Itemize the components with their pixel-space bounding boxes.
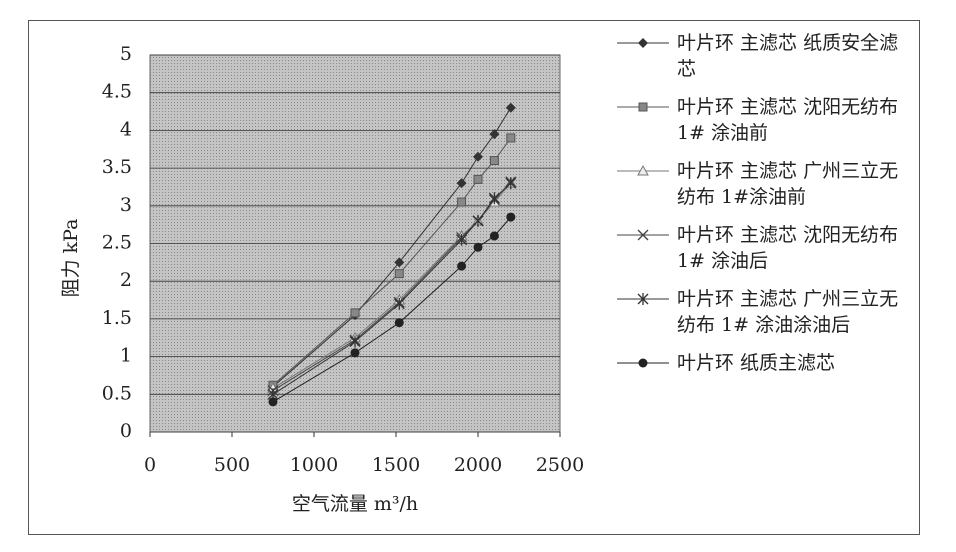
- marker-shape: [637, 229, 649, 241]
- marker: [506, 133, 516, 143]
- marker-shape: [473, 242, 483, 252]
- y-tick-label: 3: [120, 194, 132, 216]
- marker: [456, 178, 467, 189]
- x-tick-label: 2500: [536, 454, 584, 476]
- marker: [506, 212, 516, 222]
- y-tick-label: 3.5: [102, 156, 132, 178]
- marker: [472, 214, 484, 227]
- marker-shape: [350, 308, 360, 318]
- marker: [393, 297, 405, 310]
- marker: [457, 261, 467, 271]
- marker: [638, 38, 648, 48]
- x-axis-label: 空气流量 m³/h: [292, 493, 418, 515]
- marker: [350, 348, 360, 358]
- frame: [28, 20, 920, 535]
- marker-shape: [394, 318, 404, 328]
- legend-entry: 叶片环 主滤芯 广州三立无纺布 1#涂油前: [615, 158, 915, 210]
- legend-label: 叶片环 纸质主滤芯: [677, 352, 836, 374]
- marker-shape: [506, 212, 516, 222]
- marker-shape: [489, 231, 499, 241]
- x-tick-label: 2000: [454, 454, 502, 476]
- marker-shape: [489, 156, 499, 166]
- marker-shape: [638, 358, 648, 368]
- marker: [394, 318, 404, 328]
- marker: [638, 358, 648, 368]
- x-tick-label: 500: [214, 454, 250, 476]
- marker-shape: [457, 261, 467, 271]
- marker-shape: [394, 257, 405, 268]
- marker: [457, 197, 467, 207]
- legend-swatch: [617, 102, 669, 112]
- y-tick-label: 4.5: [102, 81, 132, 103]
- marker: [638, 102, 648, 112]
- legend-swatch: [617, 164, 669, 176]
- legend-entry: 叶片环 纸质主滤芯: [615, 350, 915, 376]
- x-tick-label: 1000: [290, 454, 338, 476]
- marker: [489, 231, 499, 241]
- legend-swatch: [617, 229, 669, 241]
- y-tick-label: 1.5: [102, 307, 132, 329]
- legend-swatch: [617, 293, 669, 305]
- marker: [637, 164, 649, 176]
- legend: 叶片环 主滤芯 纸质安全滤芯 叶片环 主滤芯 沈阳无纺布 1# 涂油前 叶片环 主滤…: [615, 30, 915, 388]
- x-tick-label: 0: [144, 454, 156, 476]
- marker-shape: [505, 102, 516, 113]
- y-tick-label: 1: [120, 345, 132, 367]
- legend-entry: 叶片环 主滤芯 沈阳无纺布 1# 涂油后: [615, 222, 915, 274]
- legend-entry: 叶片环 主滤芯 广州三立无纺布 1# 涂油涂油后: [615, 286, 915, 338]
- marker: [505, 102, 516, 113]
- marker: [489, 129, 500, 140]
- marker-shape: [637, 164, 649, 176]
- marker: [488, 192, 500, 205]
- marker: [473, 242, 483, 252]
- legend-label: 叶片环 主滤芯 广州三立无纺布 1# 涂油涂油后: [677, 288, 899, 336]
- marker-shape: [506, 133, 516, 143]
- y-axis-label: 阻力 kPa: [60, 219, 82, 298]
- marker: [473, 174, 483, 184]
- legend-entry: 叶片环 主滤芯 沈阳无纺布 1# 涂油前: [615, 94, 915, 146]
- y-tick-label: 2.5: [102, 232, 132, 254]
- marker-shape: [638, 38, 648, 48]
- marker-shape: [473, 151, 483, 162]
- y-tick-label: 4: [120, 118, 132, 140]
- legend-swatch: [617, 38, 669, 48]
- y-tick-label: 5: [120, 43, 132, 65]
- y-tick-label: 0: [120, 420, 132, 442]
- marker: [349, 335, 361, 348]
- marker-shape: [268, 397, 278, 407]
- legend-label: 叶片环 主滤芯 沈阳无纺布 1# 涂油后: [677, 224, 899, 272]
- y-tick-label: 0.5: [102, 382, 132, 404]
- marker: [505, 177, 517, 190]
- legend-label: 叶片环 主滤芯 沈阳无纺布 1# 涂油前: [677, 96, 899, 144]
- legend-label: 叶片环 主滤芯 纸质安全滤芯: [677, 32, 899, 80]
- marker: [268, 397, 278, 407]
- marker: [350, 308, 360, 318]
- marker: [637, 293, 649, 305]
- marker-shape: [350, 348, 360, 358]
- marker-shape: [457, 197, 467, 207]
- marker-shape: [394, 269, 404, 279]
- legend-label: 叶片环 主滤芯 广州三立无纺布 1#涂油前: [677, 160, 899, 208]
- marker-shape: [473, 174, 483, 184]
- marker: [637, 229, 649, 241]
- marker-shape: [638, 102, 648, 112]
- legend-swatch: [617, 358, 669, 368]
- marker: [489, 156, 499, 166]
- y-tick-label: 2: [120, 269, 132, 291]
- marker: [473, 151, 483, 162]
- marker-shape: [489, 129, 500, 140]
- marker-shape: [456, 178, 467, 189]
- chart: 阻力 kPa 空气流量 m³/h 0 0.5 1 1.5 2 2.5 3 3.5 4 4.5 5 0 5…: [60, 43, 584, 515]
- marker: [394, 269, 404, 279]
- legend-entry: 叶片环 主滤芯 纸质安全滤芯: [615, 30, 915, 82]
- x-tick-label: 1500: [372, 454, 420, 476]
- marker: [394, 257, 405, 268]
- marker: [456, 233, 468, 246]
